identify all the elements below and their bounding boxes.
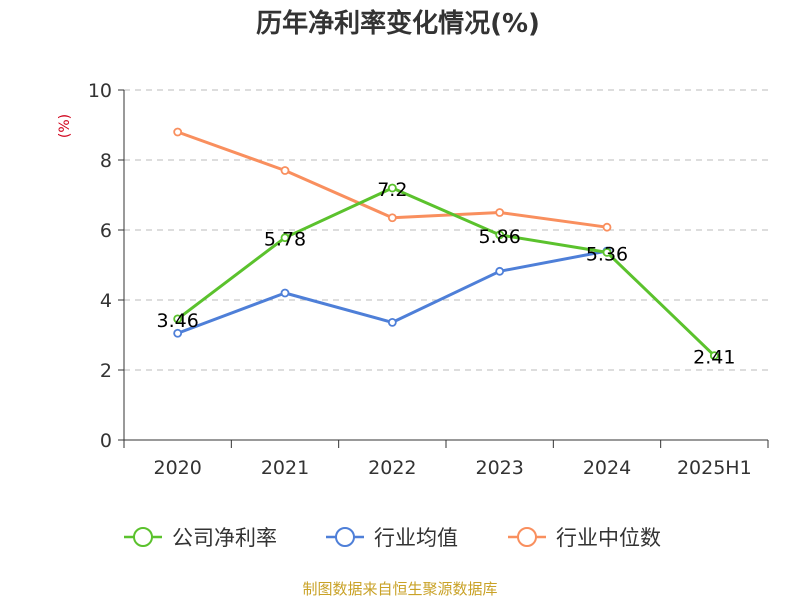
- legend-label: 公司净利率: [172, 526, 277, 550]
- data-label: 7.2: [377, 179, 407, 201]
- legend-item[interactable]: 行业均值: [326, 526, 458, 550]
- legend-marker: [517, 527, 537, 547]
- legend-marker: [133, 527, 153, 547]
- axes: 0 2 4 6 8 10 2020 2021 2022 2023 2024 2025H1: [88, 80, 769, 479]
- data-labels: 3.46 5.78 7.2 5.86 5.36 2.41: [157, 179, 736, 369]
- x-tick-label: 2020: [153, 457, 201, 479]
- legend-label: 行业中位数: [556, 526, 661, 550]
- legend-item[interactable]: 公司净利率: [124, 526, 277, 550]
- series-point: [280, 288, 290, 298]
- data-label: 5.78: [264, 229, 306, 251]
- data-label: 3.46: [157, 310, 199, 332]
- y-tick-label: 10: [88, 80, 112, 102]
- series-point: [387, 213, 397, 223]
- series-point: [495, 266, 505, 276]
- series-point: [280, 166, 290, 175]
- series-point: [602, 247, 612, 257]
- series-point: [709, 351, 719, 361]
- y-unit-label: (%): [57, 114, 73, 138]
- series-point: [173, 314, 183, 324]
- legend-marker: [335, 527, 355, 547]
- legend-label: 行业均值: [374, 526, 458, 550]
- y-tick-label: 8: [100, 150, 112, 172]
- series-line: [176, 186, 716, 357]
- data-label: 5.36: [586, 243, 628, 265]
- x-tick-label: 2024: [583, 457, 631, 479]
- data-label: 2.41: [693, 347, 735, 369]
- series-point: [495, 230, 505, 240]
- legend-item[interactable]: 行业中位数: [508, 526, 661, 550]
- data-label: 5.86: [479, 226, 521, 248]
- x-tick-label: 2021: [261, 457, 309, 479]
- series-point: [387, 183, 397, 193]
- x-tick-label: 2025H1: [677, 457, 752, 479]
- series-point: [173, 127, 183, 137]
- series-point: [387, 317, 397, 327]
- x-tick-label: 2022: [368, 457, 416, 479]
- y-tick-label: 6: [100, 220, 112, 242]
- x-tick-label: 2023: [475, 457, 523, 479]
- y-tick-label: 2: [100, 360, 112, 382]
- y-tick-label: 4: [100, 290, 112, 312]
- series-lines: [173, 127, 719, 361]
- y-tick-label: 0: [100, 430, 112, 452]
- grid-lines: [124, 89, 768, 371]
- chart-title: 历年净利率变化情况(%): [256, 8, 540, 39]
- legend[interactable]: 公司净利率 行业均值 行业中位数: [124, 526, 661, 550]
- series-point: [602, 222, 612, 232]
- series-point: [173, 328, 183, 338]
- source-note: 制图数据来自恒生聚源数据库: [302, 580, 497, 598]
- series-point: [280, 233, 290, 243]
- series-point: [495, 208, 505, 217]
